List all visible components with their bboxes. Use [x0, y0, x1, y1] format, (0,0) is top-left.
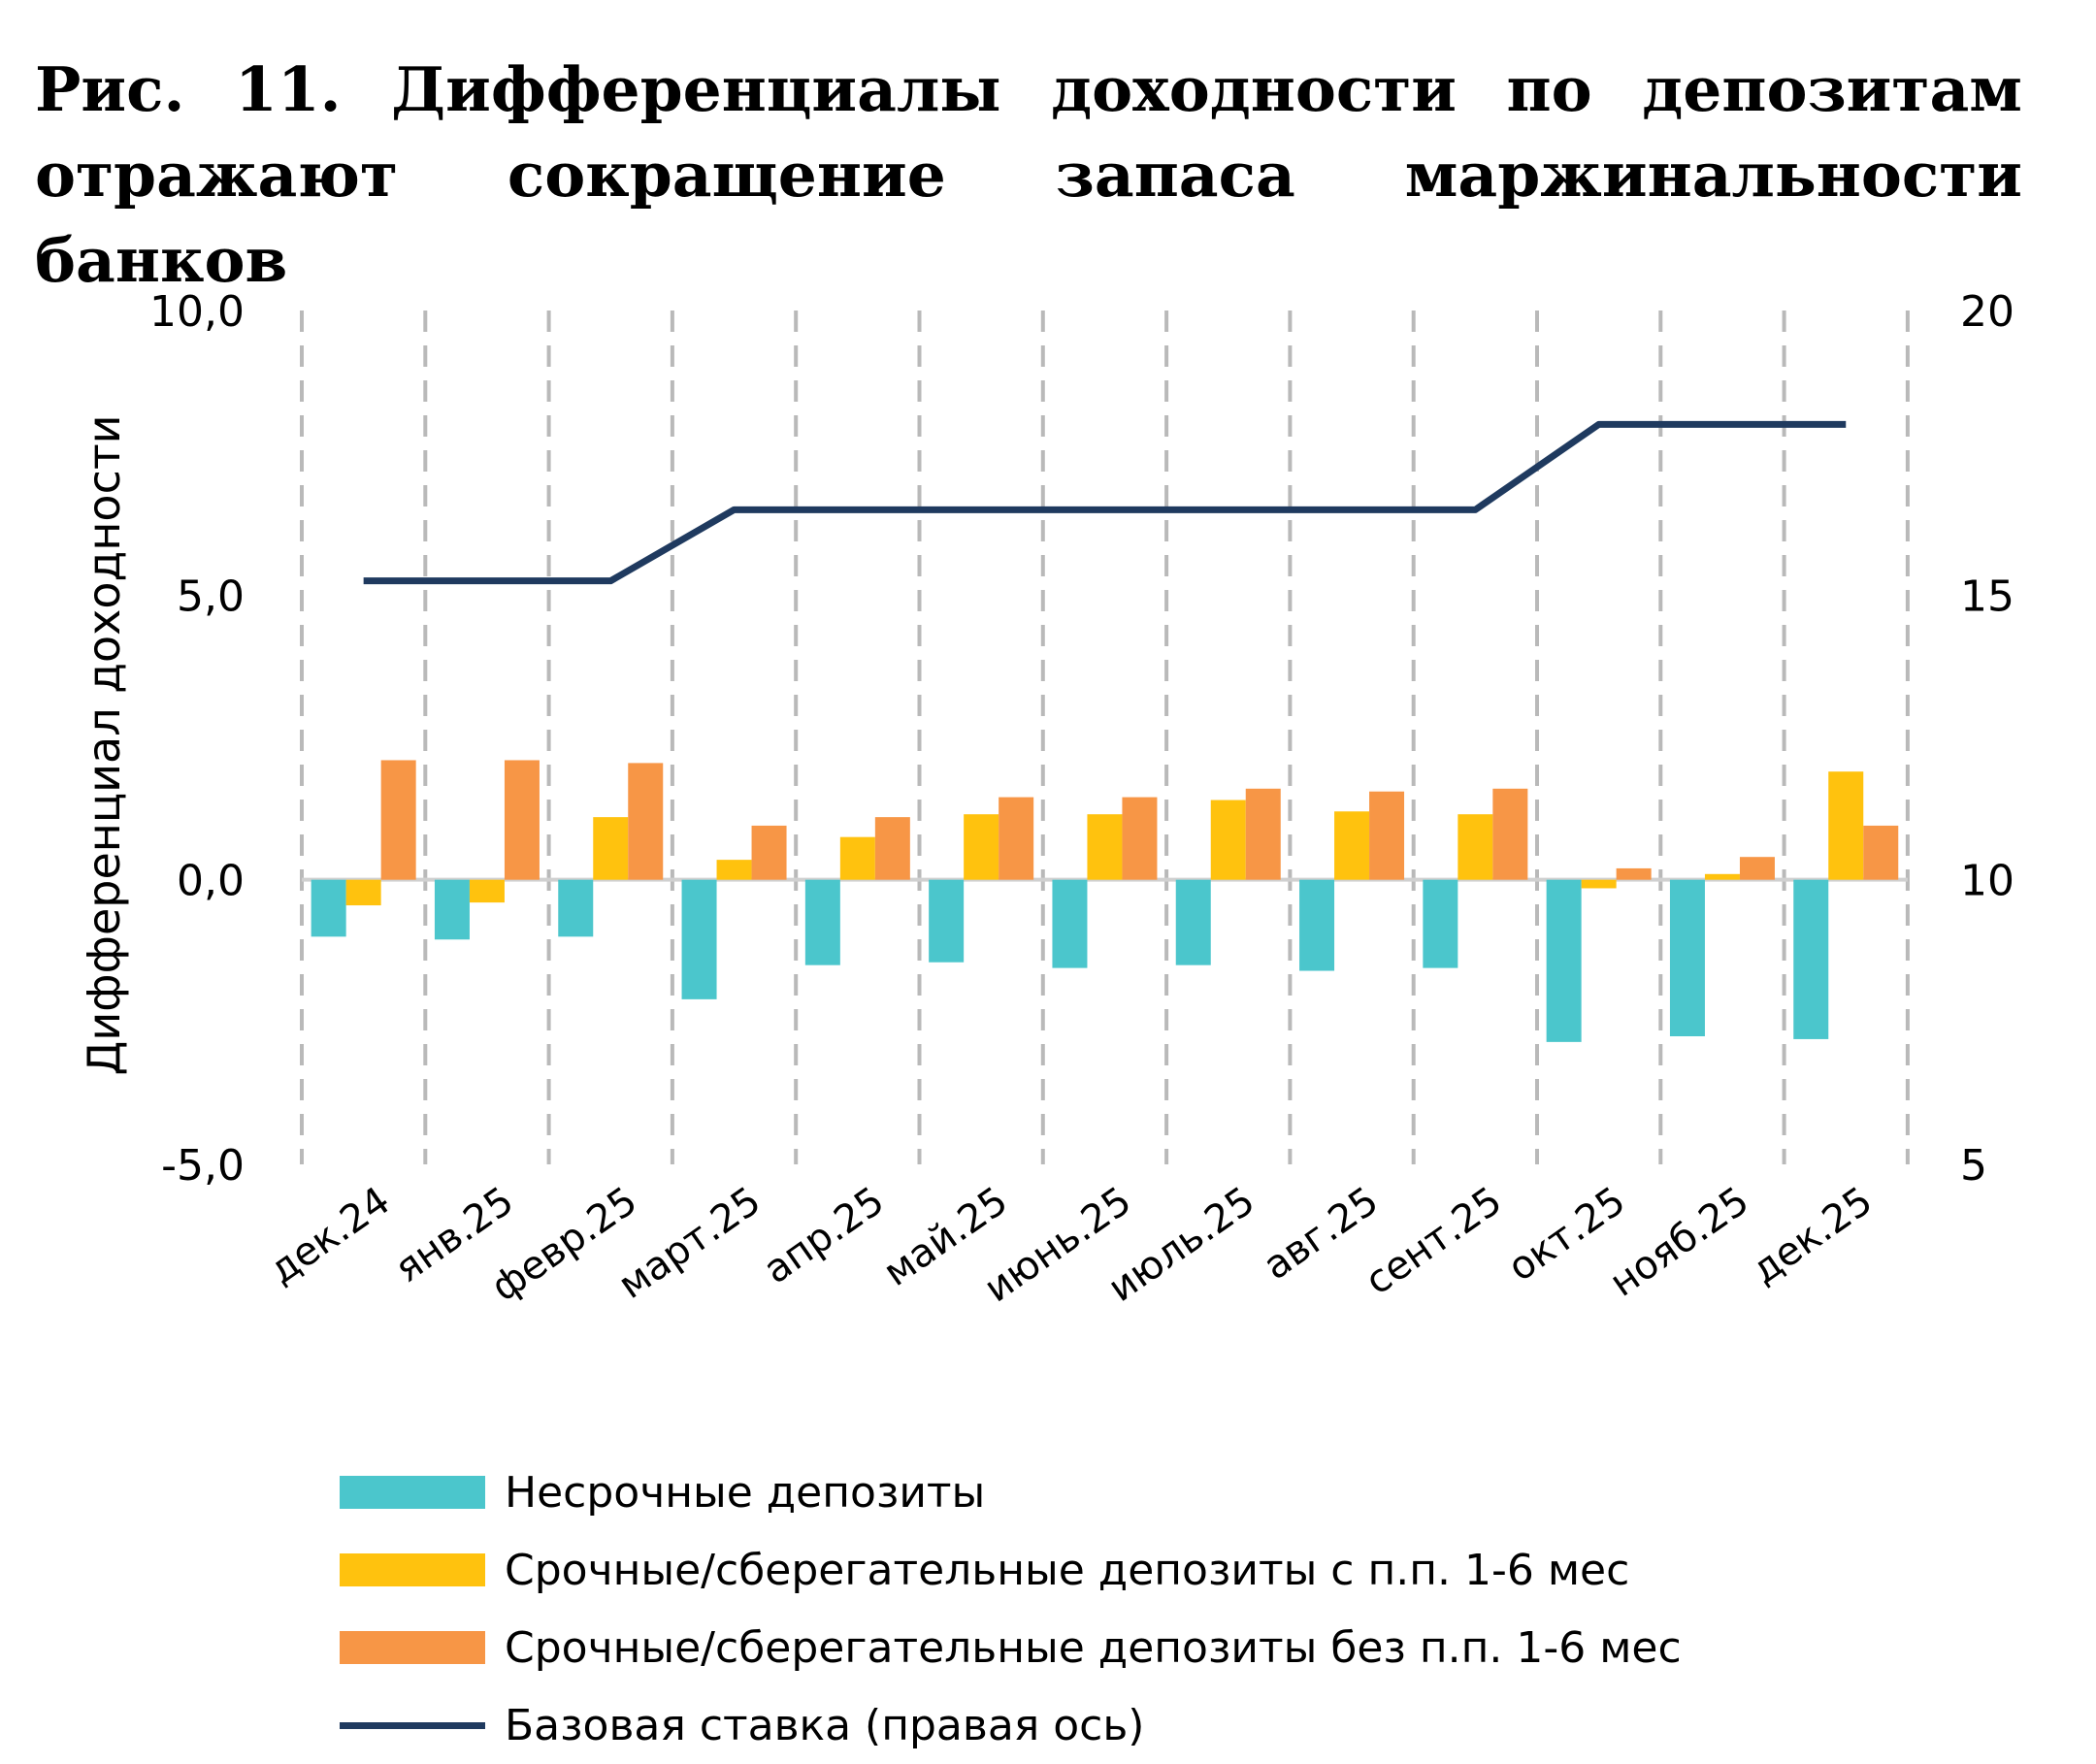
legend-item: Базовая ставка (правая ось) [340, 1686, 1682, 1764]
bar-3 [1122, 797, 1158, 880]
bar-3 [1616, 867, 1652, 880]
bar-3 [1492, 788, 1528, 880]
bar-3 [751, 825, 787, 880]
y2-tick-label: 20 [1960, 287, 2014, 337]
x-tick-label: март.25 [610, 1179, 769, 1308]
bar-2 [964, 814, 999, 880]
legend: Несрочные депозиты Срочные/сберегательные… [340, 1454, 1682, 1764]
legend-label: Срочные/сберегательные депозиты без п.п.… [505, 1622, 1682, 1673]
y2-tick-label: 15 [1960, 572, 2014, 621]
y-axis-label: Дифференциал доходности [78, 414, 130, 1075]
bar-2 [1087, 814, 1123, 880]
bar-3 [1739, 857, 1775, 880]
gridlines [300, 310, 1910, 1164]
bar-3 [1863, 825, 1899, 880]
bar-2 [593, 817, 629, 880]
chart: 10,0 5,0 0,0 -5,0 20 15 10 5 дек.24янв.25февр.… [78, 287, 2014, 1312]
legend-swatch [340, 1553, 485, 1586]
legend-label: Несрочные депозиты [505, 1467, 986, 1518]
legend-swatch [340, 1476, 485, 1509]
bar-2 [839, 836, 875, 880]
bar-3 [1369, 791, 1405, 880]
bar-1 [804, 879, 840, 965]
bar-2 [1704, 873, 1740, 880]
bar-1 [434, 879, 470, 940]
x-tick-label: дек.25 [1744, 1179, 1881, 1293]
base-rate-line [363, 420, 1847, 585]
bar-1 [1299, 879, 1335, 971]
y-tick-label: 0,0 [177, 857, 245, 906]
bar-2 [1334, 811, 1370, 880]
y-tick-label: -5,0 [161, 1141, 245, 1191]
x-axis-ticks: дек.24янв.25февр.25март.25апр.25май.25ию… [261, 1179, 1881, 1312]
bar-1 [1793, 879, 1829, 1039]
bar-2 [1828, 771, 1864, 880]
left-axis-ticks: 10,0 5,0 0,0 -5,0 [149, 287, 245, 1191]
legend-item: Срочные/сберегательные депозиты без п.п.… [340, 1609, 1682, 1686]
y2-tick-label: 10 [1960, 857, 2014, 906]
bar-1 [681, 879, 717, 999]
bar-2 [469, 879, 505, 903]
bar-1 [929, 879, 965, 963]
bar-3 [1245, 788, 1281, 880]
bar-1 [1423, 879, 1458, 968]
bar-2 [1457, 814, 1493, 880]
bar-3 [380, 760, 416, 880]
bar-3 [628, 763, 664, 880]
legend-item: Несрочные депозиты [340, 1454, 1682, 1531]
bar-1 [311, 879, 346, 937]
legend-label: Базовая ставка (правая ось) [505, 1700, 1145, 1750]
x-tick-label: нояб.25 [1602, 1179, 1757, 1306]
bars [311, 760, 1899, 1042]
bar-2 [1581, 879, 1617, 889]
figure-title: Рис. 11. Дифференциалы доходности по деп… [35, 53, 2022, 296]
bar-1 [1052, 879, 1088, 968]
bar-3 [999, 797, 1034, 880]
right-axis-ticks: 20 15 10 5 [1960, 287, 2014, 1191]
bar-1 [1546, 879, 1582, 1042]
bar-3 [504, 760, 540, 880]
y-tick-label: 10,0 [149, 287, 245, 337]
x-tick-label: апр.25 [756, 1179, 893, 1293]
x-tick-label: сент.25 [1358, 1179, 1510, 1304]
bar-2 [1210, 800, 1246, 880]
y2-tick-label: 5 [1960, 1141, 1987, 1191]
legend-item: Срочные/сберегательные депозиты с п.п. 1… [340, 1531, 1682, 1609]
bar-2 [345, 879, 381, 906]
legend-swatch [340, 1721, 485, 1729]
bar-1 [558, 879, 594, 937]
legend-swatch [340, 1631, 485, 1664]
bar-2 [716, 860, 752, 880]
y-tick-label: 5,0 [177, 572, 245, 621]
legend-label: Срочные/сберегательные депозиты с п.п. 1… [505, 1545, 1630, 1595]
x-tick-label: дек.24 [261, 1179, 398, 1293]
bar-3 [874, 817, 910, 880]
bar-1 [1669, 879, 1705, 1036]
bar-1 [1175, 879, 1211, 965]
